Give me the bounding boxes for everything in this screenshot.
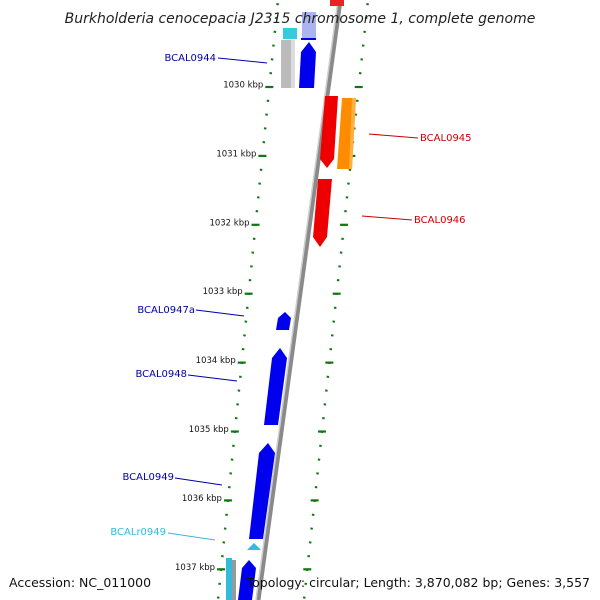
chromosome-backbone-highlight <box>255 0 339 600</box>
orange-shade <box>349 98 356 169</box>
gene-arrow-BCAL0945-red[interactable] <box>320 96 338 168</box>
gene-BCALr0949[interactable] <box>247 543 261 550</box>
kbp-ticks: 1030 kbp 1031 kbp 1032 kbp 1033 kbp 1034 kbp… <box>175 81 363 573</box>
kbp-tick-label: 1030 kbp <box>223 81 263 91</box>
kbp-tick-label: 1031 kbp <box>216 149 256 159</box>
rna-arrow-BCALr0949[interactable] <box>247 543 261 550</box>
gene-BCAL0949[interactable] <box>249 443 275 539</box>
rna-feature-partial[interactable] <box>283 28 297 39</box>
gene-labels: BCAL0944 BCAL0945 BCAL0946 BCAL0947a BCA… <box>110 53 471 538</box>
gene-BCAL0948[interactable] <box>264 348 287 425</box>
kbp-tick-label: 1036 kbp <box>182 494 222 504</box>
chromosome-backbone <box>255 0 343 600</box>
kbp-tick-label: 1037 kbp <box>175 563 215 573</box>
gene-arrow-BCAL0948[interactable] <box>264 348 287 425</box>
gene-BCAL0946[interactable] <box>313 179 332 247</box>
diagram-title: Burkholderia cenocepacia J2315 chromosom… <box>65 11 536 27</box>
kbp-tick-label: 1032 kbp <box>209 218 249 228</box>
pseudo-feature-shade <box>291 40 295 88</box>
reverse-gene-partial-top[interactable] <box>330 0 344 6</box>
gene-label-BCAL0945[interactable]: BCAL0945 <box>420 133 472 144</box>
kbp-tick-label: 1033 kbp <box>203 287 243 297</box>
gene-label-BCAL0946[interactable]: BCAL0946 <box>414 215 466 226</box>
gene-arrow-BCAL0949[interactable] <box>249 443 275 539</box>
accession-text: Accession: NC_011000 <box>9 575 151 590</box>
pale-feature-partial[interactable] <box>302 12 316 38</box>
bottom-partial-features[interactable] <box>226 558 256 600</box>
gene-label-BCAL0944[interactable]: BCAL0944 <box>164 53 216 64</box>
gene-arrow-BCAL0946[interactable] <box>313 179 332 247</box>
kbp-tick-label: 1035 kbp <box>189 425 229 435</box>
gene-label-BCAL0948[interactable]: BCAL0948 <box>135 369 187 380</box>
kbp-tick-label: 1034 kbp <box>196 356 236 366</box>
pseudo-feature-partial-bottom[interactable] <box>232 560 236 600</box>
gene-arrow-BCAL0944[interactable] <box>299 42 316 88</box>
gene-label-BCALr0949[interactable]: BCALr0949 <box>110 527 166 538</box>
gene-BCAL0944[interactable] <box>281 40 316 88</box>
gene-arrow-BCAL0947a[interactable] <box>276 312 291 330</box>
gene-BCAL0947a[interactable] <box>276 312 291 330</box>
genome-summary-text: Topology: circular; Length: 3,870,082 bp… <box>246 575 590 590</box>
gene-arrow-partial-bottom[interactable] <box>238 560 256 600</box>
top-partial-features[interactable] <box>283 0 344 40</box>
tick-rail-right <box>302 3 369 599</box>
gene-BCAL0945[interactable] <box>320 96 356 169</box>
gene-label-BCAL0947a[interactable]: BCAL0947a <box>137 305 195 316</box>
rna-feature-partial-bottom[interactable] <box>226 558 232 600</box>
gene-leader-lines <box>167 57 419 541</box>
forward-gene-partial[interactable] <box>301 38 316 40</box>
gene-label-BCAL0949[interactable]: BCAL0949 <box>122 472 174 483</box>
